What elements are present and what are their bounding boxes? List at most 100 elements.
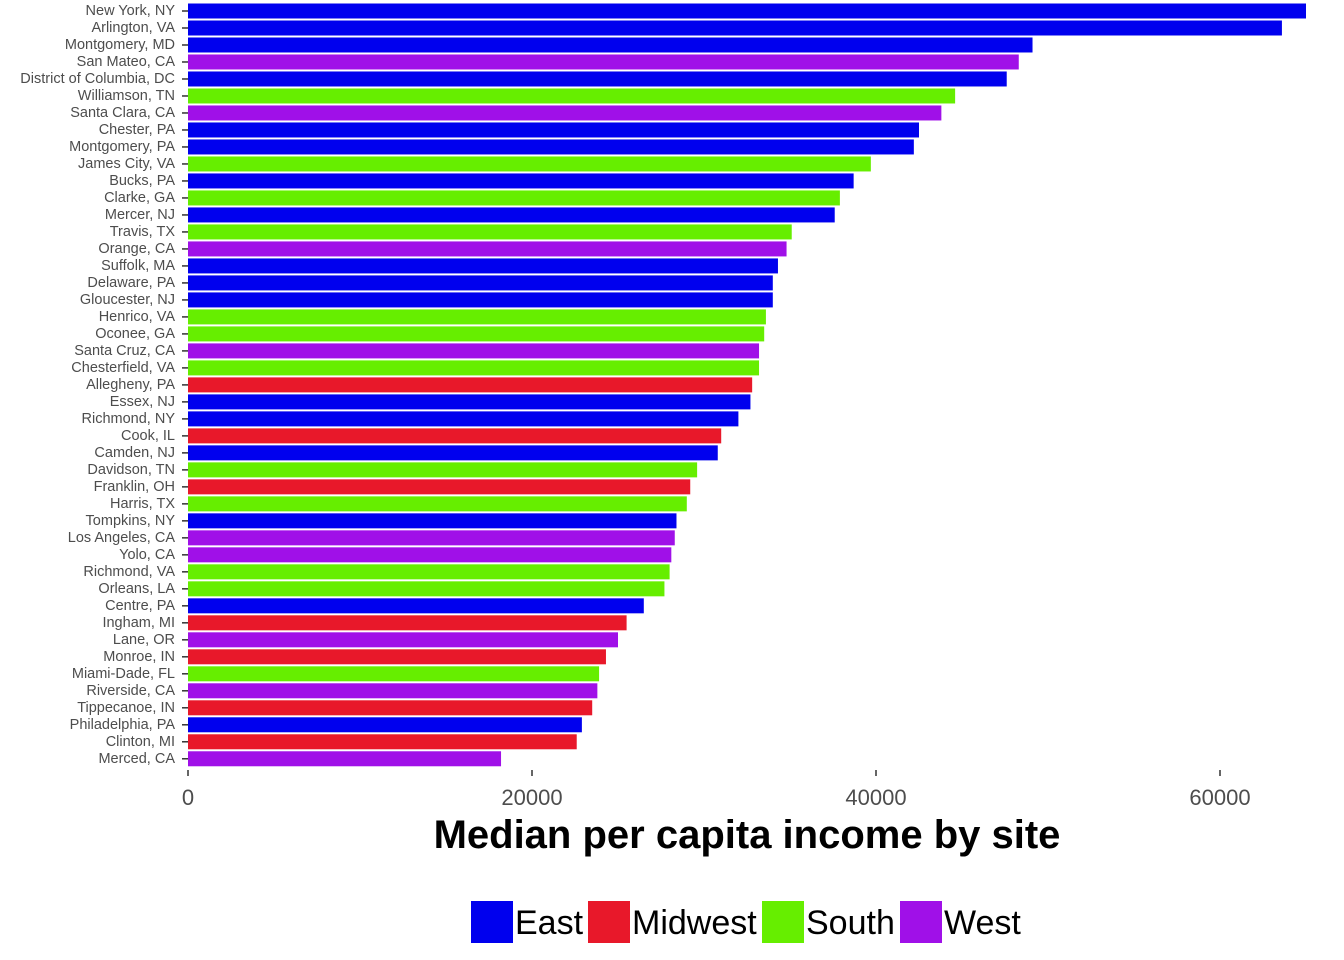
category-label: Orleans, LA — [98, 581, 175, 597]
legend-item: East — [471, 901, 584, 943]
bar — [188, 615, 627, 631]
bar — [188, 88, 956, 104]
legend-swatch — [762, 901, 804, 943]
category-label: Yolo, CA — [119, 547, 175, 563]
legend-swatch — [471, 901, 513, 943]
category-label: Cook, IL — [121, 428, 175, 444]
category-label: Orange, CA — [98, 241, 175, 257]
category-label: Los Angeles, CA — [68, 530, 176, 546]
category-label: Richmond, NY — [82, 411, 176, 427]
category-label: Oconee, GA — [95, 326, 175, 342]
category-label: Mercer, NJ — [105, 207, 175, 223]
category-label: Santa Cruz, CA — [74, 343, 175, 359]
bar — [188, 173, 854, 189]
category-label: Davidson, TN — [87, 462, 175, 478]
category-label: Ingham, MI — [102, 615, 175, 631]
category-label: Chesterfield, VA — [71, 360, 175, 376]
category-label: Travis, TX — [110, 224, 176, 240]
bar — [188, 598, 644, 614]
bars-layer — [188, 3, 1306, 767]
bar — [188, 496, 687, 512]
bar — [188, 530, 675, 546]
bar — [188, 275, 773, 291]
bar — [188, 428, 722, 444]
bar — [188, 37, 1033, 53]
bar — [188, 156, 871, 172]
bar — [188, 54, 1019, 70]
bar — [188, 241, 787, 257]
category-label: Philadelphia, PA — [70, 717, 176, 733]
category-label: Clinton, MI — [106, 734, 175, 750]
bar — [188, 122, 919, 138]
bar — [188, 292, 773, 308]
legend-label: East — [515, 904, 584, 942]
category-label: Camden, NJ — [94, 445, 175, 461]
category-label: Merced, CA — [98, 751, 175, 767]
bar — [188, 71, 1007, 87]
category-label: San Mateo, CA — [77, 54, 176, 70]
category-label: James City, VA — [78, 156, 175, 172]
category-label: Bucks, PA — [109, 173, 175, 189]
bar — [188, 3, 1306, 19]
category-label: Harris, TX — [110, 496, 175, 512]
category-label: Montgomery, PA — [69, 139, 175, 155]
category-label: New York, NY — [86, 3, 176, 19]
legend-item: West — [900, 901, 1021, 943]
bar — [188, 309, 766, 325]
legend-label: Midwest — [632, 904, 757, 942]
bar — [188, 445, 718, 461]
category-label: Richmond, VA — [83, 564, 175, 580]
legend-swatch — [588, 901, 630, 943]
bar — [188, 649, 606, 665]
bar — [188, 343, 760, 359]
bar — [188, 139, 914, 155]
category-label: Monroe, IN — [103, 649, 175, 665]
bar — [188, 751, 502, 767]
bar — [188, 105, 942, 121]
bar — [188, 547, 672, 563]
x-axis-title: Median per capita income by site — [434, 813, 1061, 857]
category-label: Tompkins, NY — [86, 513, 176, 529]
bar — [188, 326, 765, 342]
category-label: Allegheny, PA — [86, 377, 175, 393]
category-label: Tippecanoe, IN — [77, 700, 175, 716]
category-label: Essex, NJ — [110, 394, 175, 410]
x-tick-label: 60000 — [1189, 785, 1250, 810]
x-tick-label: 40000 — [845, 785, 906, 810]
bar — [188, 360, 760, 376]
category-label: Santa Clara, CA — [70, 105, 175, 121]
category-label: Delaware, PA — [87, 275, 175, 291]
legend: East Midwest South West — [471, 901, 1021, 943]
legend-label: West — [944, 904, 1021, 942]
category-label: District of Columbia, DC — [20, 71, 175, 87]
bar — [188, 717, 582, 733]
bar — [188, 564, 670, 580]
category-label: Williamson, TN — [78, 88, 175, 104]
category-label: Lane, OR — [113, 632, 175, 648]
bar — [188, 462, 698, 478]
category-label: Centre, PA — [105, 598, 175, 614]
bar — [188, 666, 600, 682]
bar — [188, 377, 753, 393]
category-label: Henrico, VA — [99, 309, 176, 325]
x-axis: 0 20000 40000 60000 — [182, 770, 1251, 810]
legend-swatch — [900, 901, 942, 943]
category-label: Arlington, VA — [91, 20, 175, 36]
bar — [188, 632, 618, 648]
x-tick-label: 20000 — [501, 785, 562, 810]
category-label: Gloucester, NJ — [80, 292, 175, 308]
bar — [188, 734, 577, 750]
bar — [188, 258, 778, 274]
category-label: Suffolk, MA — [101, 258, 175, 274]
category-label: Clarke, GA — [104, 190, 175, 206]
category-label: Chester, PA — [99, 122, 176, 138]
bar — [188, 20, 1282, 36]
bar — [188, 411, 739, 427]
bar — [188, 581, 665, 597]
bar — [188, 224, 792, 240]
category-label: Miami-Dade, FL — [72, 666, 175, 682]
bar — [188, 683, 598, 699]
legend-item: South — [762, 901, 895, 943]
